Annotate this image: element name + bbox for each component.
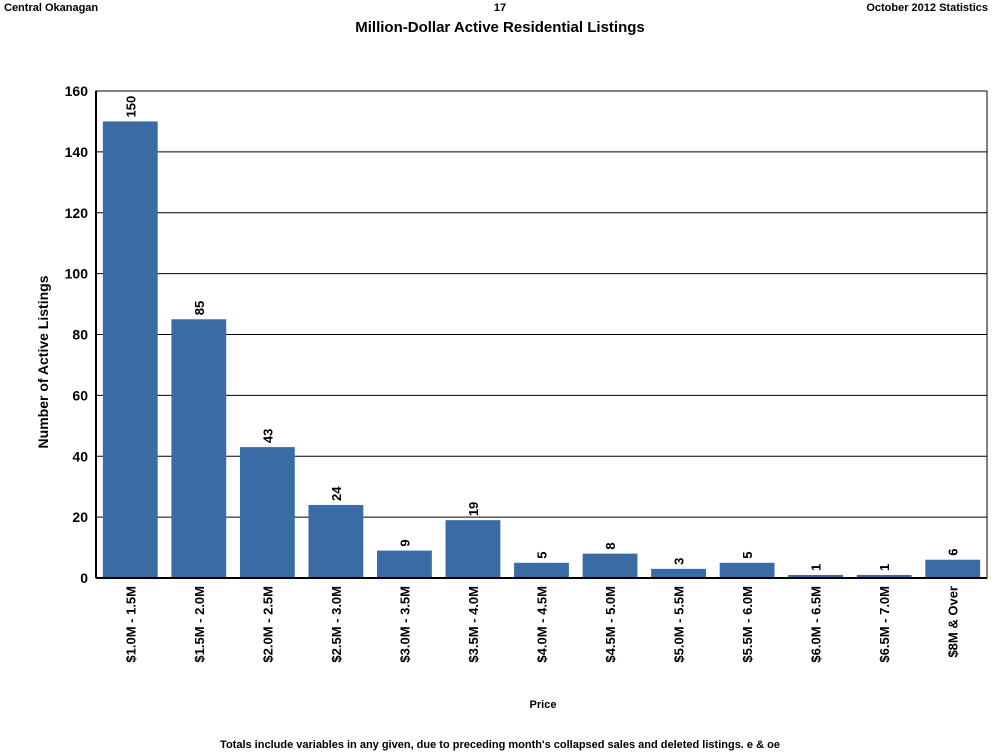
bar [445, 520, 501, 578]
bars [102, 121, 981, 578]
x-tick-label: $2.0M - 2.5M [260, 586, 275, 663]
y-axis-title: Number of Active Listings [35, 275, 51, 448]
data-label: 5 [535, 552, 550, 559]
data-label: 85 [192, 301, 207, 315]
bar [582, 553, 638, 578]
data-label: 1 [877, 564, 892, 571]
bar [925, 559, 981, 578]
bar [171, 319, 227, 578]
x-tick-label: $2.5M - 3.0M [329, 586, 344, 663]
bar [856, 574, 912, 578]
bar [377, 550, 432, 578]
data-label: 24 [329, 486, 344, 501]
y-tick-label: 60 [72, 387, 88, 403]
bar [239, 447, 295, 578]
bar [308, 504, 364, 578]
y-tick-label: 140 [65, 144, 89, 160]
x-tick-label: $1.5M - 2.0M [192, 586, 207, 663]
x-tick-label: $6.0M - 6.5M [809, 586, 824, 663]
bar [651, 568, 706, 578]
bar [102, 121, 158, 578]
y-tick-label: 20 [72, 509, 88, 525]
y-tick-label: 40 [72, 448, 88, 464]
x-tick-label: $4.0M - 4.5M [535, 586, 550, 663]
data-label: 3 [672, 558, 687, 565]
data-label: 5 [740, 552, 755, 559]
data-label: 150 [123, 96, 138, 118]
chart-title: Million-Dollar Active Residential Listin… [355, 19, 645, 36]
header-period-label: October 2012 Statistics [866, 2, 988, 14]
y-tick-label: 100 [65, 266, 89, 282]
y-tick-labels: 0 20 40 60 80 100 120 140 160 [65, 83, 89, 586]
data-label: 8 [603, 542, 618, 549]
data-label: 9 [397, 539, 412, 546]
axes [95, 90, 988, 579]
x-tick-label: $6.5M - 7.0M [877, 586, 892, 663]
header-region-label: Central Okanagan [4, 2, 99, 14]
data-label: 43 [260, 429, 275, 443]
footnote: Totals include variables in any given, d… [220, 739, 780, 751]
x-tick-label: $3.0M - 3.5M [397, 586, 412, 663]
data-label: 6 [946, 549, 961, 556]
x-tick-label: $4.5M - 5.0M [603, 586, 618, 663]
x-axis-title: Price [530, 699, 557, 711]
x-tick-labels: $1.0M - 1.5M $1.5M - 2.0M $2.0M - 2.5M $2.5… [123, 586, 960, 663]
gridlines [96, 90, 987, 518]
y-tick-label: 80 [72, 327, 88, 343]
y-tick-label: 120 [65, 205, 89, 221]
bar-chart: 0 20 40 60 80 100 120 140 160 $1.0M - 1.5M $1.5M … [35, 83, 988, 711]
bar [514, 562, 569, 578]
bar [788, 574, 844, 578]
data-label: 1 [809, 564, 824, 571]
data-labels: 150 85 43 24 9 19 5 8 3 5 1 1 6 [123, 96, 960, 571]
bar [719, 562, 775, 578]
data-label: 19 [466, 502, 481, 516]
page-number: 17 [493, 2, 507, 14]
y-tick-label: 160 [65, 83, 89, 99]
y-tick-label: 0 [80, 570, 88, 586]
x-tick-label: $5.5M - 6.0M [740, 586, 755, 663]
x-tick-label: $8M & Over [946, 586, 961, 658]
x-tick-label: $1.0M - 1.5M [123, 586, 138, 663]
x-tick-label: $3.5M - 4.0M [466, 586, 481, 663]
x-tick-label: $5.0M - 5.5M [672, 586, 687, 663]
